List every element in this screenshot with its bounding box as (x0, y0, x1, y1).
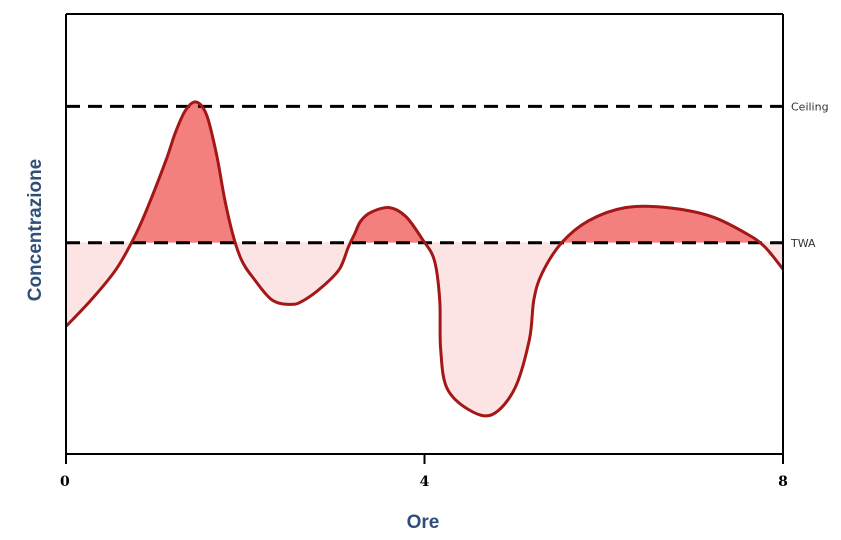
x-tick-label: 0 (60, 474, 70, 490)
shaded-regions (66, 101, 783, 416)
x-tick-label: 8 (778, 474, 788, 490)
ceiling-label: Ceiling (791, 100, 829, 113)
x-tick-label: 4 (420, 474, 430, 490)
twa-label: TWA (790, 237, 816, 250)
concentration-line (64, 100, 785, 418)
x-axis-title: Ore (407, 512, 440, 533)
area-above-twa (66, 101, 783, 243)
axes: 0 4 8 (60, 13, 788, 490)
series-layer (64, 100, 785, 418)
y-axis-title: Concentrazione (25, 159, 46, 302)
